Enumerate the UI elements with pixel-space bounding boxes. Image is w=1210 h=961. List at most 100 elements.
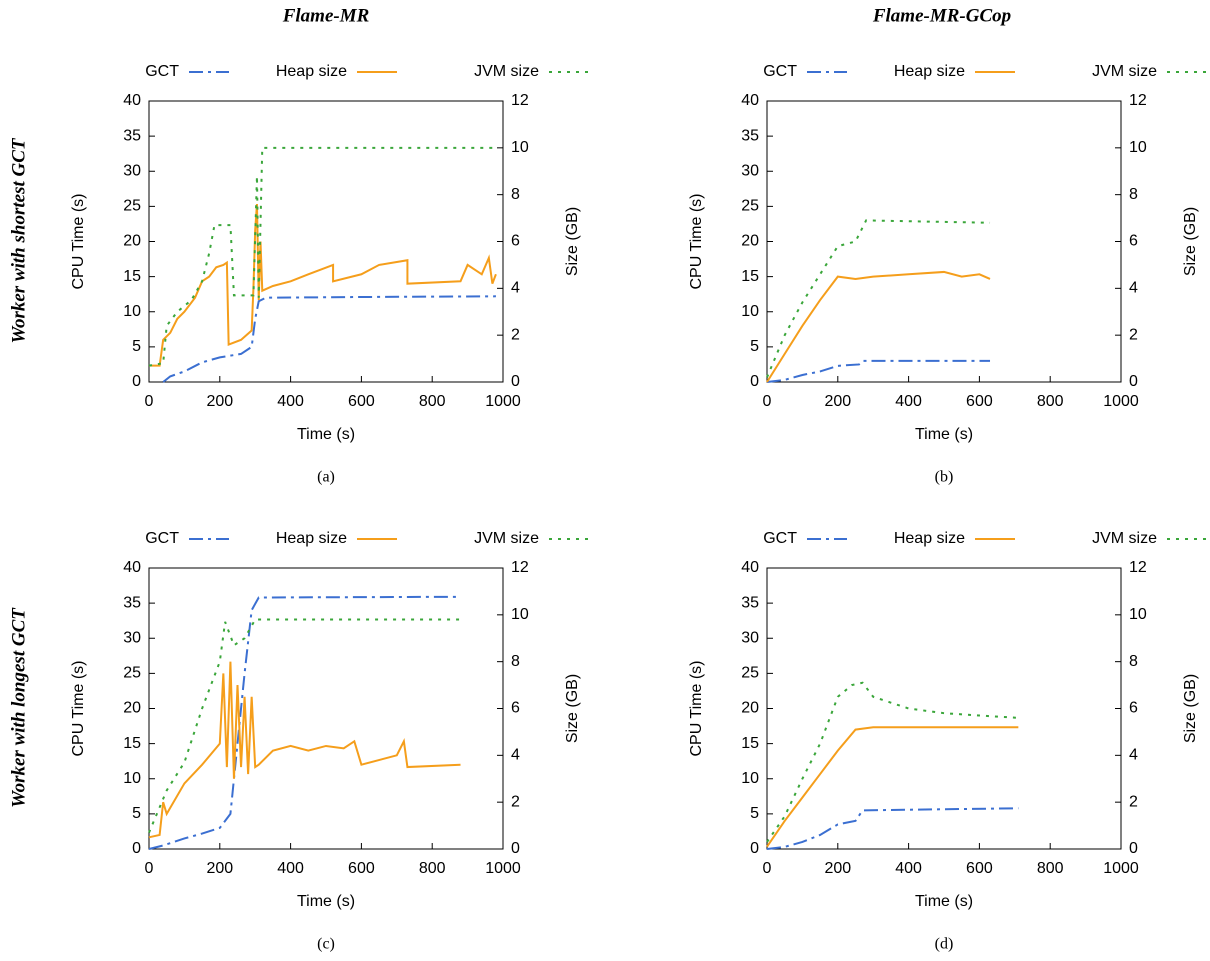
series-line xyxy=(766,807,1019,850)
series-line xyxy=(148,146,496,367)
y-tick-label: 35 xyxy=(123,127,141,144)
legend-label: GCT xyxy=(145,63,179,80)
y-tick-label: 0 xyxy=(132,840,141,857)
x-axis-label: Time (s) xyxy=(297,426,355,443)
plot-frame xyxy=(766,567,1122,850)
y2-tick-label: 10 xyxy=(1129,606,1147,623)
y-tick-label: 20 xyxy=(123,233,141,250)
legend-label: Heap size xyxy=(276,530,347,547)
y-tick-label: 40 xyxy=(741,559,759,576)
y-tick-label: 25 xyxy=(123,198,141,215)
y-tick-label: 25 xyxy=(741,665,759,682)
x-tick-label: 400 xyxy=(895,860,922,877)
series-line xyxy=(766,359,991,383)
series-line xyxy=(162,295,496,383)
y-tick-label: 30 xyxy=(741,629,759,646)
y2-tick-label: 12 xyxy=(511,559,529,576)
y-tick-label: 20 xyxy=(741,700,759,717)
caption: (c) xyxy=(317,936,335,953)
y-tick-label: 10 xyxy=(123,770,141,787)
series-line xyxy=(148,595,461,850)
caption: (d) xyxy=(935,936,954,953)
y2-tick-label: 6 xyxy=(511,700,520,717)
x-tick-label: 0 xyxy=(763,860,772,877)
series-line xyxy=(766,270,991,383)
x-tick-label: 200 xyxy=(206,860,233,877)
y-tick-label: 35 xyxy=(123,594,141,611)
y-tick-label: 40 xyxy=(123,92,141,109)
y-tick-label: 25 xyxy=(123,665,141,682)
caption: (b) xyxy=(935,469,954,486)
y-tick-label: 10 xyxy=(741,303,759,320)
y2-tick-label: 2 xyxy=(1129,793,1138,810)
y-tick-label: 5 xyxy=(132,805,141,822)
x-tick-label: 800 xyxy=(419,860,446,877)
y-tick-label: 5 xyxy=(750,805,759,822)
y-tick-label: 40 xyxy=(741,92,759,109)
x-tick-label: 600 xyxy=(966,860,993,877)
x-axis-label: Time (s) xyxy=(915,893,973,910)
y-axis-label: CPU Time (s) xyxy=(688,661,705,757)
y-tick-label: 0 xyxy=(750,840,759,857)
y2-tick-label: 2 xyxy=(1129,326,1138,343)
chart: 0 200 400 600 800 100005101520253035400246810… xyxy=(688,530,1207,953)
chart: 0 200 400 600 800 100005101520253035400246810… xyxy=(688,63,1207,486)
y-tick-label: 15 xyxy=(123,735,141,752)
y2-tick-label: 10 xyxy=(511,139,529,156)
series-line xyxy=(766,219,991,378)
y2-tick-label: 6 xyxy=(1129,233,1138,250)
y2-tick-label: 2 xyxy=(511,326,520,343)
legend-label: Heap size xyxy=(276,63,347,80)
y-tick-label: 20 xyxy=(123,700,141,717)
x-tick-label: 1000 xyxy=(485,393,521,410)
y2-tick-label: 12 xyxy=(1129,559,1147,576)
series-line xyxy=(766,726,1019,848)
y2-tick-label: 4 xyxy=(1129,280,1138,297)
series-line xyxy=(149,203,497,367)
y2-tick-label: 12 xyxy=(511,92,529,109)
x-tick-label: 800 xyxy=(1037,393,1064,410)
y-tick-label: 30 xyxy=(123,629,141,646)
y2-axis-label: Size (GB) xyxy=(564,674,581,743)
legend-label: JVM size xyxy=(474,530,539,547)
y2-tick-label: 6 xyxy=(1129,700,1138,717)
series-line xyxy=(148,661,461,839)
y-tick-label: 20 xyxy=(741,233,759,250)
y-tick-label: 10 xyxy=(741,770,759,787)
y-tick-label: 30 xyxy=(741,162,759,179)
x-tick-label: 400 xyxy=(895,393,922,410)
y2-tick-label: 8 xyxy=(1129,186,1138,203)
y2-tick-label: 0 xyxy=(1129,373,1138,390)
x-tick-label: 0 xyxy=(145,393,154,410)
x-tick-label: 600 xyxy=(348,393,375,410)
y2-tick-label: 4 xyxy=(511,280,520,297)
row-title: Worker with longest GCT xyxy=(8,607,29,808)
y2-tick-label: 10 xyxy=(1129,139,1147,156)
plot-frame xyxy=(766,100,1122,383)
y-tick-label: 40 xyxy=(123,559,141,576)
legend-label: GCT xyxy=(763,530,797,547)
legend-label: GCT xyxy=(763,63,797,80)
legend-label: Heap size xyxy=(894,530,965,547)
column-title: Flame-MR xyxy=(282,5,370,26)
y-tick-label: 15 xyxy=(741,268,759,285)
x-tick-label: 800 xyxy=(1037,860,1064,877)
x-tick-label: 200 xyxy=(206,393,233,410)
y2-tick-label: 4 xyxy=(511,747,520,764)
y2-tick-label: 12 xyxy=(1129,92,1147,109)
x-tick-label: 0 xyxy=(763,393,772,410)
x-tick-label: 0 xyxy=(145,860,154,877)
y-tick-label: 10 xyxy=(123,303,141,320)
y2-tick-label: 0 xyxy=(511,373,520,390)
x-axis-label: Time (s) xyxy=(915,426,973,443)
series-line xyxy=(148,618,461,833)
y-tick-label: 15 xyxy=(741,735,759,752)
series-line xyxy=(766,681,1019,843)
y-axis-label: CPU Time (s) xyxy=(70,661,87,757)
y2-tick-label: 4 xyxy=(1129,747,1138,764)
x-tick-label: 200 xyxy=(824,860,851,877)
y2-tick-label: 6 xyxy=(511,233,520,250)
y2-axis-label: Size (GB) xyxy=(1182,207,1199,276)
